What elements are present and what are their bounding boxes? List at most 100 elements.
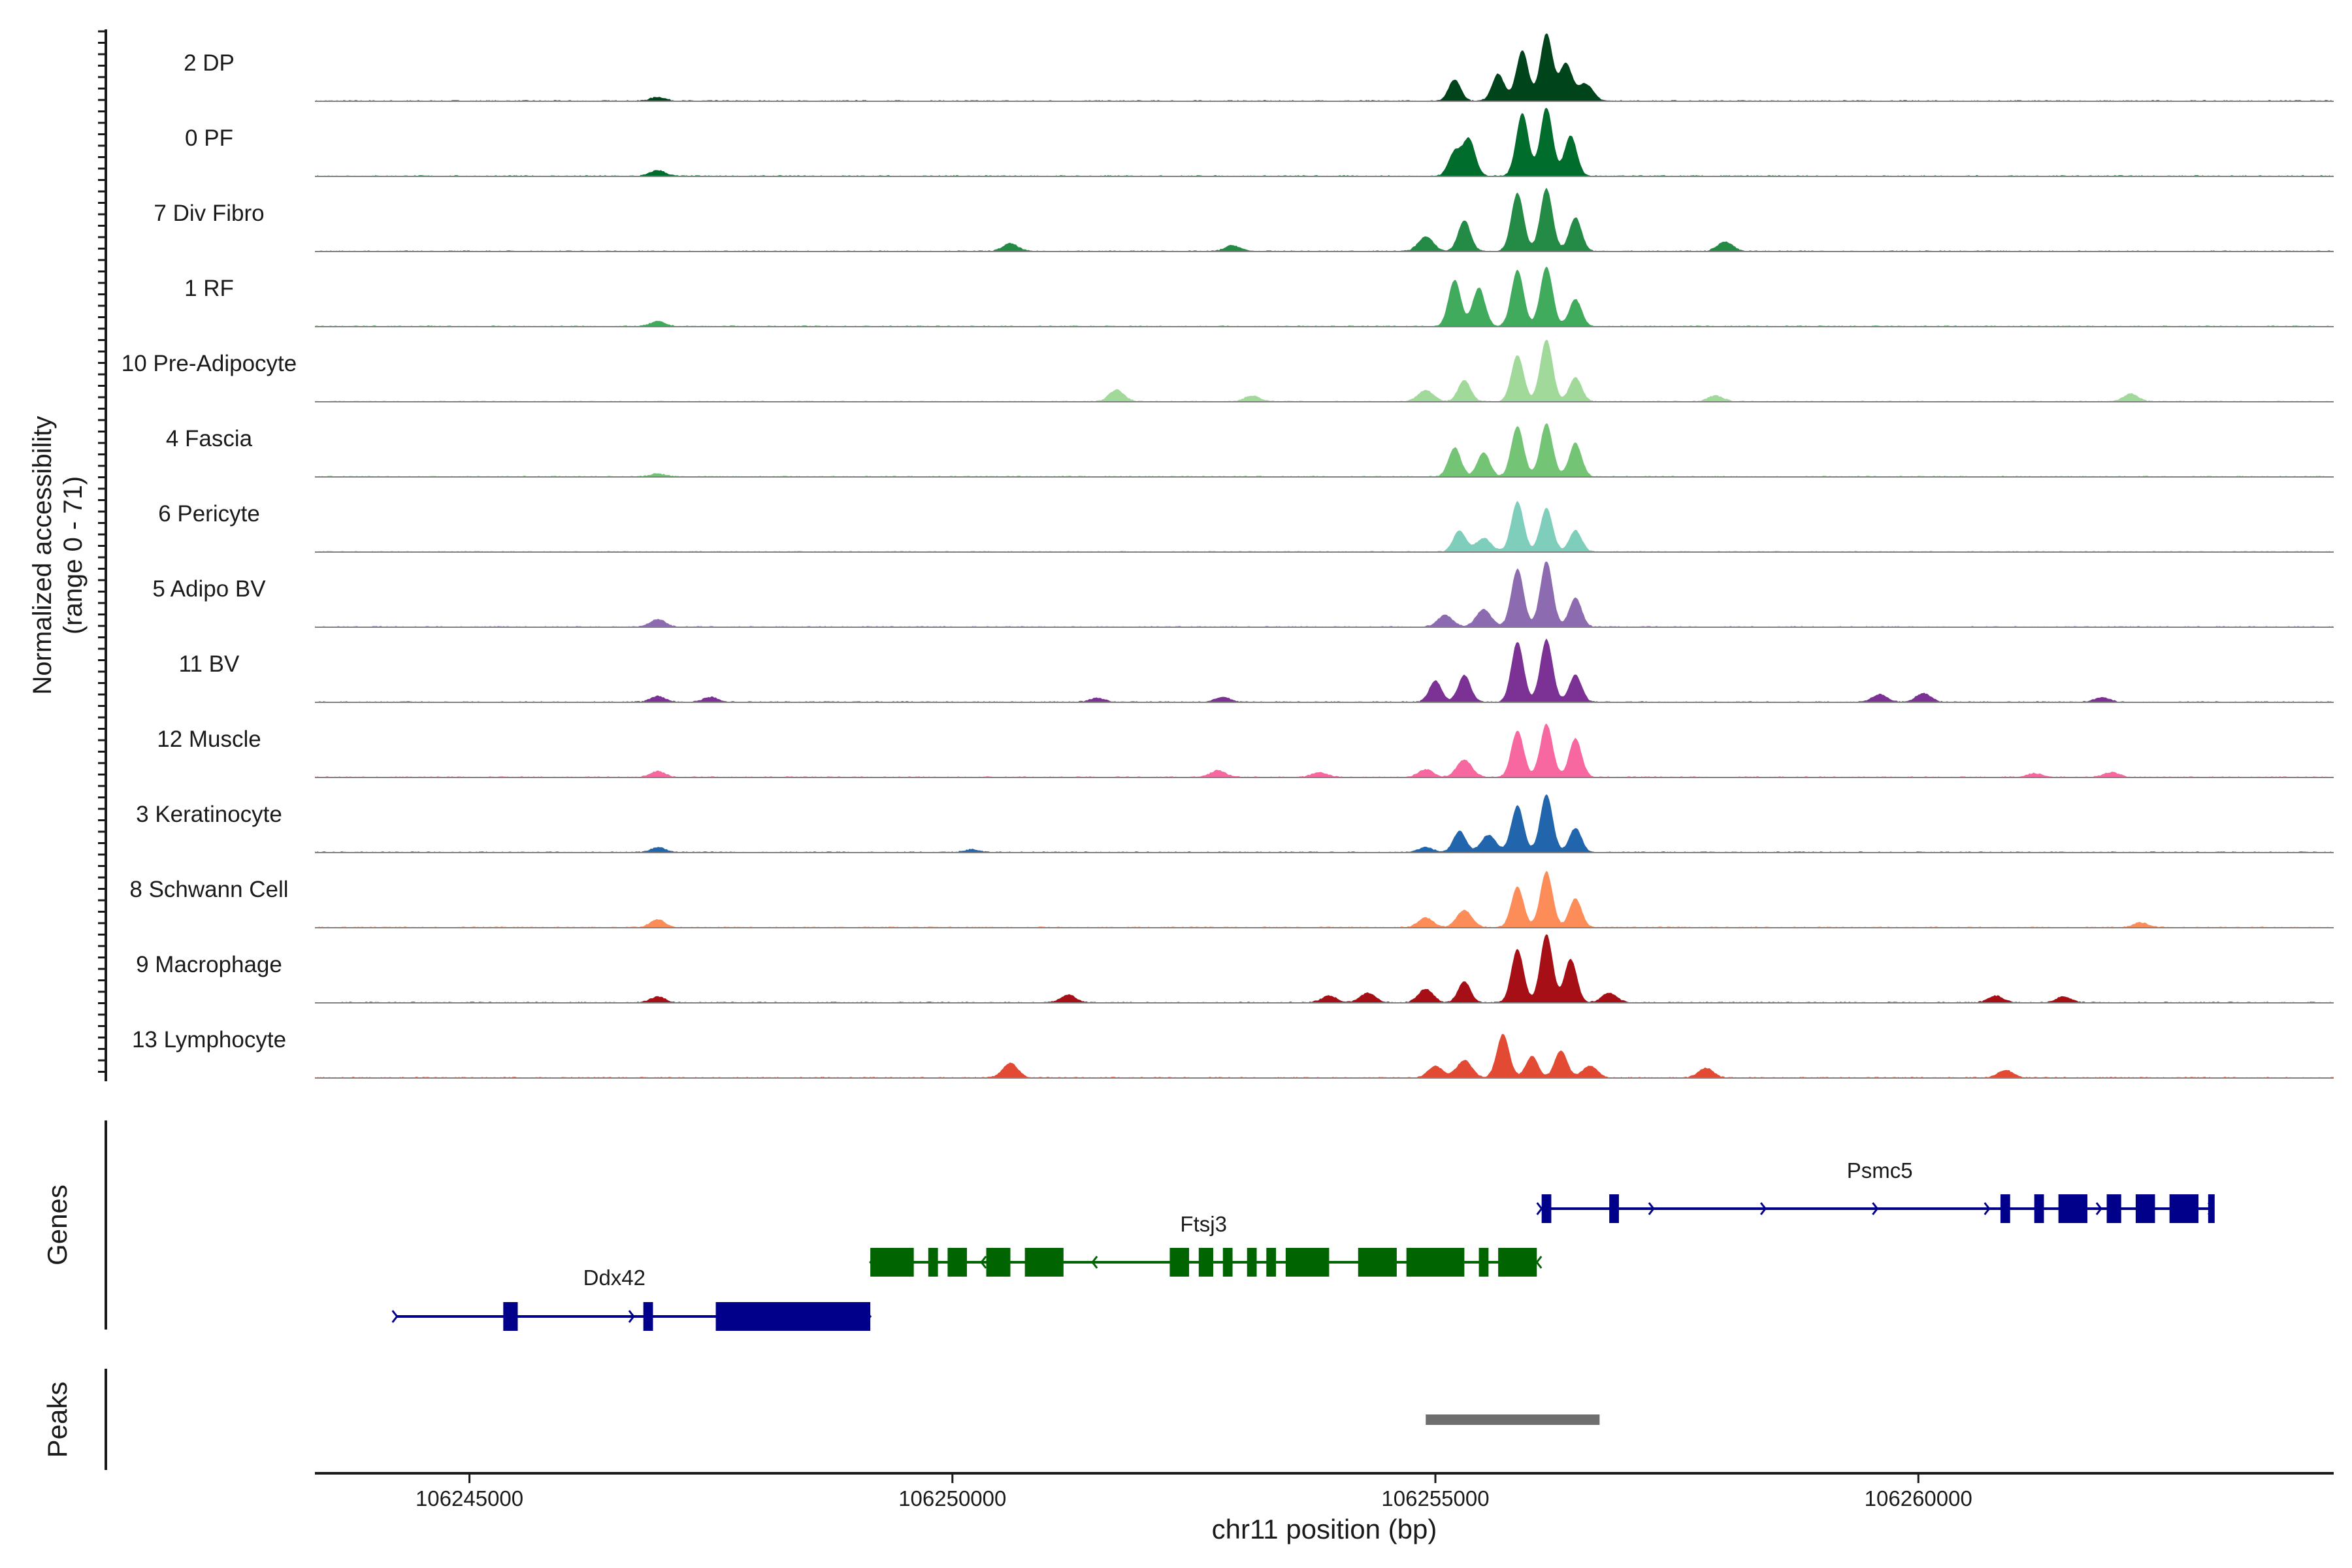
coverage-peak-point xyxy=(657,696,658,697)
coverage-area xyxy=(315,723,2334,777)
gene-exon xyxy=(1609,1194,1619,1223)
gene-exon xyxy=(2135,1194,2155,1223)
strand-arrow xyxy=(980,1256,987,1269)
coverage-peak-point xyxy=(1575,828,1576,829)
y-axis-label-line1: Normalized accessibility xyxy=(28,416,57,695)
peak-region xyxy=(1426,1414,1600,1425)
gene-model: Psmc5 xyxy=(1536,1158,2215,1223)
track: 5 Adipo BV xyxy=(152,561,2334,628)
coverage-peak-point xyxy=(657,920,658,921)
coverage-peak-point xyxy=(1706,1068,1707,1069)
track-label: 2 DP xyxy=(184,50,235,76)
coverage-area xyxy=(315,638,2334,702)
gene-name-label: Psmc5 xyxy=(1847,1158,1913,1183)
track: 4 Fascia xyxy=(166,423,2334,478)
coverage-peak-point xyxy=(1464,910,1465,911)
strand-arrow xyxy=(1872,1202,1879,1215)
strand-arrow xyxy=(1984,1202,1991,1215)
coverage-peak-point xyxy=(1517,569,1518,570)
gene-exon xyxy=(986,1248,1011,1277)
coverage-peak-point xyxy=(1715,396,1716,397)
coverage-area xyxy=(315,108,2334,176)
coverage-peak-point xyxy=(1517,193,1518,194)
track: 8 Schwann Cell xyxy=(129,871,2334,928)
track: 9 Macrophage xyxy=(136,934,2334,1004)
track: 13 Lymphocyte xyxy=(132,1027,2334,1079)
coverage-peak-point xyxy=(1483,538,1484,539)
strand-arrow xyxy=(628,1310,635,1323)
coverage-area xyxy=(315,794,2334,853)
coverage-peak-point xyxy=(657,847,658,848)
gene-name-label: Ftsj3 xyxy=(1180,1212,1227,1236)
track-label: 1 RF xyxy=(184,276,234,301)
coverage-area xyxy=(315,423,2334,477)
coverage-peak-point xyxy=(657,97,658,98)
track-label: 7 Div Fibro xyxy=(154,201,264,226)
coverage-peak-point xyxy=(1517,355,1518,356)
x-axis-ticks: 106245000 106250000 106255000 106260000 xyxy=(416,1473,1972,1511)
coverage-peak-point xyxy=(1575,675,1576,676)
x-axis-title: chr11 position (bp) xyxy=(1212,1514,1437,1544)
coverage-peak-point xyxy=(1464,981,1465,982)
coverage-peak-point xyxy=(2005,1070,2006,1071)
coverage-peak-point xyxy=(1575,738,1576,739)
track-label: 0 PF xyxy=(185,125,233,151)
track-label: 11 BV xyxy=(179,651,240,677)
coverage-peak-point xyxy=(1517,731,1518,732)
track-label: 9 Macrophage xyxy=(136,952,282,977)
coverage-area xyxy=(315,561,2334,627)
coverage-peak-point xyxy=(1546,561,1547,562)
coverage-peak-point xyxy=(657,619,658,620)
coverage-peak-point xyxy=(1575,443,1576,444)
track-label: 13 Lymphocyte xyxy=(132,1027,286,1053)
coverage-area xyxy=(315,33,2334,101)
gene-exon xyxy=(1285,1248,1330,1277)
gene-exon xyxy=(503,1302,518,1331)
gene-exon xyxy=(2000,1194,2010,1223)
track: 3 Keratinocyte xyxy=(136,794,2334,853)
gene-exon xyxy=(1024,1248,1064,1277)
gene-annotations: Ddx42 Ftsj3 Psmc5 xyxy=(391,1158,2215,1331)
strand-arrow xyxy=(1759,1202,1767,1215)
track: 0 PF xyxy=(185,108,2334,177)
x-axis-tick-label: 106255000 xyxy=(1381,1486,1489,1511)
coverage-area xyxy=(315,1034,2334,1078)
gene-exon xyxy=(2208,1194,2215,1223)
track-label: 10 Pre-Adipocyte xyxy=(122,351,297,376)
coverage-peak-point xyxy=(1546,33,1547,34)
coverage-peak-point xyxy=(1546,724,1547,725)
coverage-peak-point xyxy=(1464,380,1465,381)
coverage-area xyxy=(315,188,2334,252)
coverage-peak-point xyxy=(1546,934,1547,935)
y-axis-label-line2: (range 0 - 71) xyxy=(59,476,88,634)
coverage-peak-point xyxy=(2063,997,2064,998)
track-label: 5 Adipo BV xyxy=(152,576,266,602)
strand-arrow xyxy=(391,1310,399,1323)
coverage-peak-point xyxy=(1575,299,1576,300)
gene-exon xyxy=(1358,1248,1397,1277)
track: 6 Pericyte xyxy=(158,500,2334,553)
coverage-peak-point xyxy=(1097,698,1098,699)
gene-exon xyxy=(870,1248,914,1277)
coverage-peak-point xyxy=(1464,1060,1465,1061)
track: 1 RF xyxy=(184,267,2334,327)
coverage-peak-point xyxy=(1546,639,1547,640)
strand-arrow xyxy=(1535,1256,1543,1269)
coverage-peak-point xyxy=(657,997,658,998)
coverage-area xyxy=(315,267,2334,327)
track: 2 DP xyxy=(184,33,2334,102)
gene-exon xyxy=(643,1302,653,1331)
coverage-peak-point xyxy=(1454,280,1455,281)
coverage-peak-point xyxy=(1531,1056,1532,1057)
genes-panel-label: Genes xyxy=(42,1184,73,1266)
coverage-peak-point xyxy=(1565,64,1566,65)
coverage-peak-point xyxy=(1517,949,1518,950)
coverage-peak-point xyxy=(1546,423,1547,424)
track: 7 Div Fibro xyxy=(154,188,2334,252)
gene-exon xyxy=(1222,1248,1233,1277)
gene-name-label: Ddx42 xyxy=(583,1266,645,1290)
gene-exon xyxy=(928,1248,938,1277)
gene-exon xyxy=(1541,1194,1552,1223)
coverage-peak-point xyxy=(1222,697,1223,698)
coverage-peak-point xyxy=(1546,794,1547,795)
